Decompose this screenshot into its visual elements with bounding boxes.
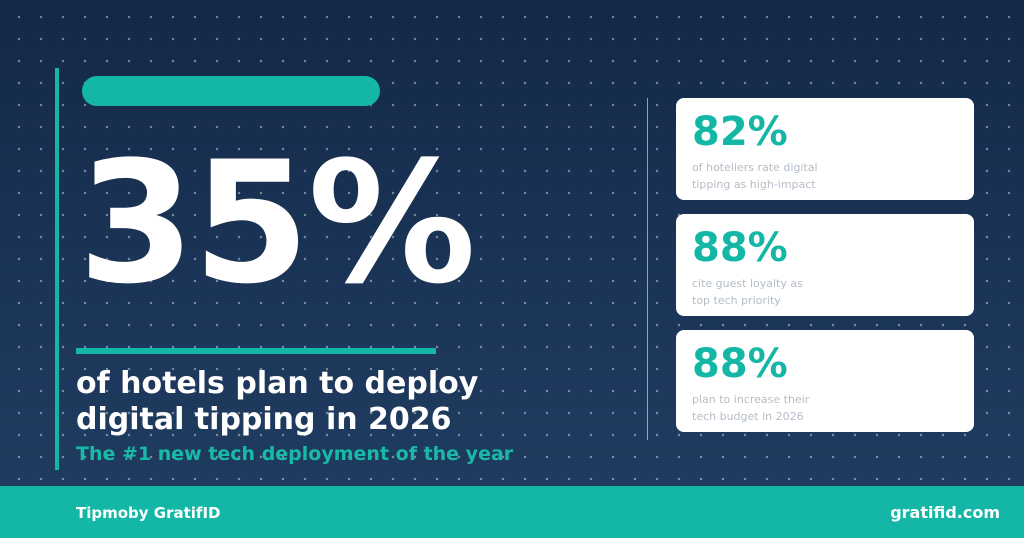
footer-brand: Tipmoby GratifID xyxy=(76,504,221,522)
stat-card-description-line2: top tech priority xyxy=(692,294,781,307)
footer-bar: Tipmoby GratifID gratifid.com xyxy=(0,486,1024,538)
footer-website-link[interactable]: gratifid.com xyxy=(890,503,1000,522)
stat-card-description-line2: tech budget in 2026 xyxy=(692,410,804,423)
stat-card-value: 82% xyxy=(692,109,788,155)
stat-card-description-line2: tipping as high-impact xyxy=(692,178,816,191)
stat-card-description: cite guest loyalty as top tech priority xyxy=(692,275,892,309)
stat-card-1: 82% of hoteliers rate digital tipping as… xyxy=(676,98,974,200)
accent-underline xyxy=(76,348,436,354)
hero-headline-line1: of hotels plan to deploy xyxy=(76,366,479,401)
hero-headline-line2: digital tipping in 2026 xyxy=(76,402,452,437)
stat-card-description-line1: of hoteliers rate digital xyxy=(692,161,818,174)
stat-card-3: 88% plan to increase their tech budget i… xyxy=(676,330,974,432)
vertical-divider xyxy=(647,98,648,440)
accent-vertical-bar xyxy=(55,68,59,470)
hero-stat: 35% xyxy=(78,125,476,321)
hero-headline: of hotels plan to deploy digital tipping… xyxy=(76,366,556,438)
accent-pill xyxy=(82,76,380,106)
stat-card-description-line1: cite guest loyalty as xyxy=(692,277,803,290)
stat-card-description-line1: plan to increase their xyxy=(692,393,810,406)
stat-card-description: of hoteliers rate digital tipping as hig… xyxy=(692,159,892,193)
stat-card-description: plan to increase their tech budget in 20… xyxy=(692,391,892,425)
stat-card-value: 88% xyxy=(692,341,788,387)
stat-card-value: 88% xyxy=(692,225,788,271)
hero-subhead: The #1 new tech deployment of the year xyxy=(76,443,514,465)
stat-card-2: 88% cite guest loyalty as top tech prior… xyxy=(676,214,974,316)
